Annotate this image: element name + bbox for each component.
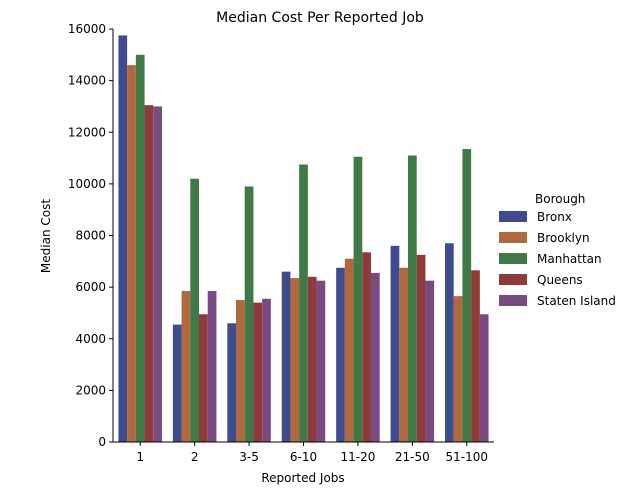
bar-queens-3-5 [253,302,263,442]
bar-bronx-1 [118,35,128,442]
legend-swatch [499,253,527,264]
y-tick-label: 16000 [68,22,106,36]
bar-bronx-51-100 [445,243,454,442]
bar-staten-island-21-50 [425,280,435,442]
x-tick-label: 51-100 [446,450,489,464]
bar-manhattan-6-10 [299,164,308,442]
y-tick-label: 2000 [75,383,106,397]
x-axis-label: Reported Jobs [261,471,344,485]
bar-brooklyn-11-20 [344,258,354,442]
bar-brooklyn-2 [181,291,191,442]
x-tick-label: 3-5 [239,450,259,464]
legend-title: Borough [535,192,585,206]
y-tick-label: 14000 [68,74,106,88]
chart-title: Median Cost Per Reported Job [216,10,424,26]
legend-swatch [499,211,527,222]
bar-queens-21-50 [416,254,426,442]
bar-bronx-21-50 [390,245,400,442]
bar-staten-island-2 [207,291,217,442]
bar-queens-51-100 [471,270,480,442]
legend: Borough Bronx Brooklyn Manhattan Queens Stat… [499,192,616,308]
y-tick-label: 10000 [68,177,106,191]
bar-manhattan-2 [190,178,199,442]
y-tick-label: 6000 [75,280,106,294]
bar-brooklyn-51-100 [453,296,463,442]
legend-label: Bronx [537,210,572,224]
legend-label: Brooklyn [537,231,590,245]
y-tick-label: 4000 [75,332,106,346]
legend-swatch [499,232,527,243]
y-tick-label: 12000 [68,125,106,139]
bar-staten-island-11-20 [370,272,380,442]
legend-swatch [499,274,527,285]
bar-queens-11-20 [362,252,371,442]
bar-staten-island-51-100 [479,314,489,442]
bar-manhattan-51-100 [462,149,472,442]
x-ticks: 1 2 3-5 6-10 11-20 21-50 51-100 [136,442,488,464]
bar-queens-2 [199,314,208,442]
y-ticks: 0 2000 4000 6000 8000 10000 12000 14000 16000 [68,22,113,449]
bar-manhattan-21-50 [408,155,417,443]
bar-bronx-6-10 [281,271,291,442]
bar-bronx-11-20 [336,267,345,442]
legend-swatch [499,295,527,306]
bar-brooklyn-21-50 [399,267,408,442]
legend-label: Staten Island [537,294,616,308]
x-tick-label: 6-10 [290,450,317,464]
legend-label: Manhattan [537,252,602,266]
legend-label: Queens [537,273,583,287]
bar-staten-island-6-10 [316,280,326,442]
x-tick-label: 1 [136,450,144,464]
bar-brooklyn-1 [127,65,136,442]
bar-bronx-2 [172,324,182,442]
bar-queens-6-10 [307,276,317,442]
bar-staten-island-3-5 [262,298,271,442]
bar-brooklyn-6-10 [290,278,300,442]
bars-layer [118,35,489,443]
bar-brooklyn-3-5 [236,300,245,442]
y-tick-label: 0 [98,435,106,449]
x-tick-label: 2 [191,450,199,464]
x-tick-label: 21-50 [395,450,430,464]
bar-staten-island-1 [153,106,162,442]
y-tick-label: 8000 [75,229,106,243]
y-axis-label: Median Cost [39,199,53,273]
bar-manhattan-3-5 [244,186,254,442]
bar-manhattan-1 [135,54,145,443]
bar-queens-1 [144,105,154,443]
bar-bronx-3-5 [227,323,237,442]
x-tick-label: 11-20 [340,450,375,464]
bar-manhattan-11-20 [353,156,363,442]
